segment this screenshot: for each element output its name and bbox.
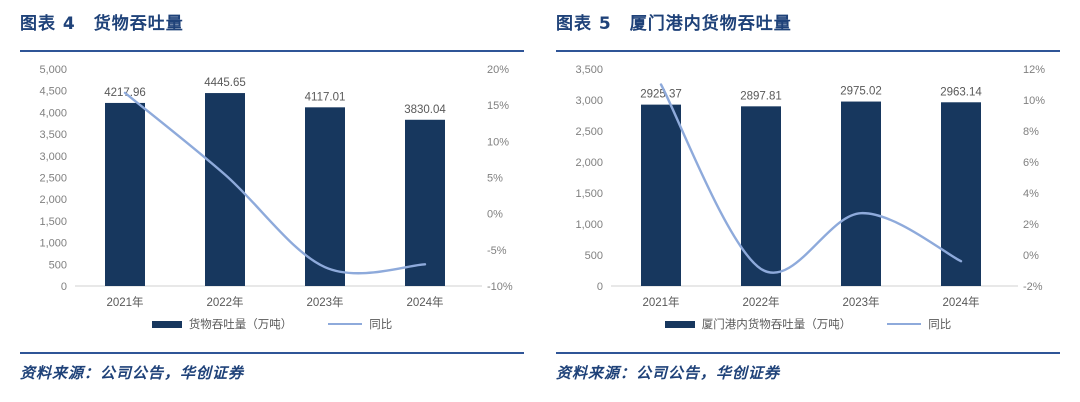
right-axis-tick: 6% [1023,157,1039,169]
x-axis-category-label: 2021年 [642,295,679,309]
left-axis-tick: 1,000 [575,219,603,231]
x-axis-category-label: 2024年 [406,295,443,309]
bar-value-label: 4117.01 [305,91,346,103]
title-rule [556,50,1060,52]
yoy-line [123,91,427,275]
right-axis-tick: 0% [1023,250,1039,262]
x-axis-category-label: 2021年 [106,295,143,309]
left-axis-tick: 3,500 [39,129,67,141]
left-axis-tick: 1,500 [39,216,67,228]
legend-item: 同比 [328,316,392,332]
left-axis-tick: 4,000 [39,107,67,119]
bar-value-label: 3830.04 [404,104,446,116]
footer-rule [20,352,524,354]
left-axis-tick: 0 [597,281,603,293]
left-axis-tick: 2,000 [39,194,67,206]
left-axis-tick: 500 [585,250,603,262]
left-axis-tick: 5,000 [39,64,67,76]
right-axis-tick: 20% [487,64,509,76]
legend-item: 同比 [887,316,951,332]
legend-label: 货物吞吐量（万吨） [188,319,293,331]
bar [105,102,145,286]
right-axis-tick: 5% [487,173,503,185]
source-line: 资料来源：公司公告，华创证券 [556,364,781,382]
xiamen-port-throughput-chart: 3,500 3,000 2,500 2,000 1,500 1,000 500 0 12% 10%… [575,64,1045,309]
left-axis-tick: 2,500 [575,126,603,138]
left-axis-tick: 500 [49,259,67,271]
bar-value-label: 2897.81 [740,90,782,102]
right-axis-tick: 0% [487,209,503,221]
left-axis-tick: 0 [61,281,67,293]
left-axis-tick: 3,500 [575,64,603,76]
cargo-throughput-chart: 5,000 4,500 4,000 3,500 3,000 2,500 2,000 1,500… [39,64,513,309]
right-axis-tick: 4% [1023,188,1039,200]
bar-value-label: 2963.14 [940,86,982,98]
right-axis-tick: 10% [1023,95,1045,107]
legend-bar-swatch [664,320,695,328]
left-axis-tick: 2,500 [39,173,67,185]
left-axis-tick: 1,500 [575,188,603,200]
left-axis-tick: 1,000 [39,238,67,250]
x-axis-category-label: 2022年 [742,295,779,309]
source-line: 资料来源：公司公告，华创证券 [20,364,245,382]
figure-panel-xiamen-port-throughput: 图表 5 厦门港内货物吞吐量 3,500 3,000 2,500 2,000 1,500… [556,12,1060,383]
bar-value-label: 2925.37 [640,89,682,101]
bar [305,107,345,286]
x-axis-category-label: 2023年 [306,295,343,309]
chart-legend: 厦门港内货物吞吐量（万吨） 同比 [556,314,1060,334]
x-axis-category-label: 2022年 [206,295,243,309]
legend-bar-swatch [151,320,182,328]
right-axis-tick: 2% [1023,219,1039,231]
right-axis-tick: -10% [487,281,513,293]
bar-value-label: 2975.02 [840,86,882,98]
figure-title: 图表 5 厦门港内货物吞吐量 [556,14,792,34]
left-axis-tick: 3,000 [575,95,603,107]
title-rule [20,50,524,52]
footer-rule [556,352,1060,354]
right-axis-tick: -5% [487,245,507,257]
left-axis-tick: 4,500 [39,86,67,98]
legend-label: 同比 [369,319,393,331]
x-axis-category-label: 2024年 [942,295,979,309]
yoy-line [659,83,963,274]
chart-legend: 货物吞吐量（万吨） 同比 [20,314,524,334]
legend-label: 厦门港内货物吞吐量（万吨） [701,319,852,331]
figure-title: 图表 4 货物吞吐量 [20,14,184,34]
bar [841,101,881,286]
left-axis-tick: 3,000 [39,151,67,163]
right-axis-tick: -2% [1023,281,1043,293]
right-axis-tick: 8% [1023,126,1039,138]
right-axis-tick: 10% [487,136,509,148]
legend-line-swatch [328,322,363,326]
bar [641,104,681,286]
bar-value-label: 4445.65 [204,77,246,89]
right-axis-tick: 15% [487,100,509,112]
left-axis-tick: 2,000 [575,157,603,169]
legend-item: 货物吞吐量（万吨） [151,316,293,332]
legend-item: 厦门港内货物吞吐量（万吨） [664,316,852,332]
x-axis-category-label: 2023年 [842,295,879,309]
legend-label: 同比 [928,319,952,331]
figure-panel-cargo-throughput: 图表 4 货物吞吐量 5,000 4,500 4,000 3,500 3,000 2,50… [20,12,524,383]
right-axis-tick: 12% [1023,64,1045,76]
legend-line-swatch [887,322,922,326]
bar [741,106,781,286]
bar [405,119,445,286]
bar [205,93,245,286]
bar [941,102,981,286]
